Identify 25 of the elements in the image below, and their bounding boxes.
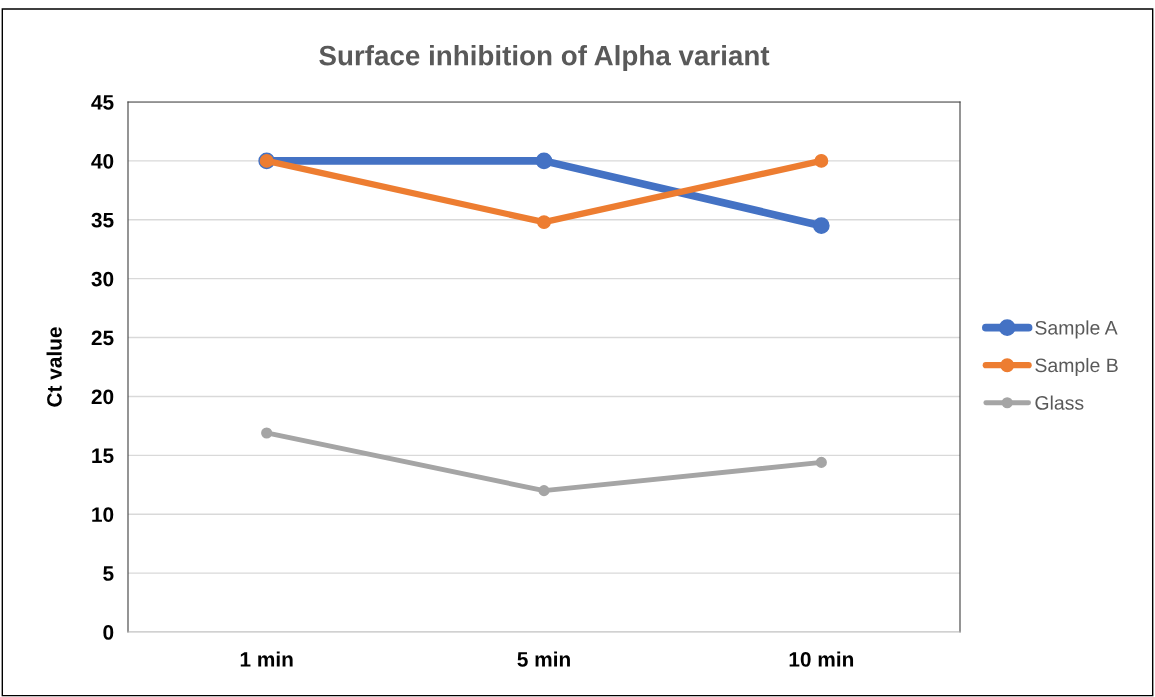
legend-label: Sample B [1035,357,1118,377]
point [535,152,553,170]
point [814,153,829,168]
legend-label: Glass [1035,395,1084,410]
chart-title: Surface inhibition of Alpha variant [319,45,770,71]
point [261,427,273,439]
legend-label: Sample A [1035,320,1118,339]
x-tick-label: 5 min [517,651,570,667]
y-tick-label: 40 [91,153,114,169]
x-tick-label: 1 min [240,651,293,667]
y-tick-label: 0 [103,625,114,640]
point [537,215,551,230]
y-tick-label: 25 [91,330,114,346]
y-tick-label: 20 [91,389,114,405]
y-tick-label: 15 [92,448,114,464]
x-tick-label: 10 min [789,651,854,667]
point [812,217,830,235]
y-tick-label: 10 [92,507,114,522]
y-tick-label: 45 [91,95,114,110]
y-tick-label: 5 [103,566,114,581]
point [538,485,550,497]
y-axis-title: Ct value [46,327,62,407]
y-tick-label: 35 [91,212,114,228]
y-tick-label: 30 [91,271,114,287]
point [815,456,827,468]
